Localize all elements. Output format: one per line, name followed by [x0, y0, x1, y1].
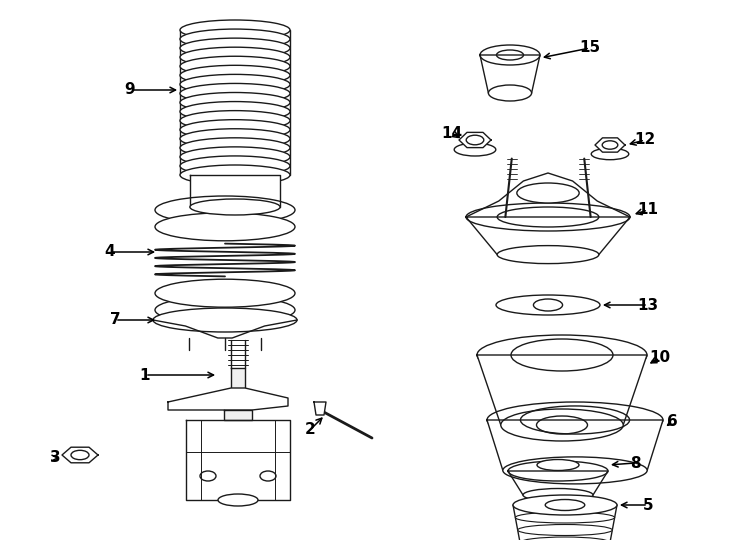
Text: 4: 4: [105, 245, 115, 260]
Polygon shape: [466, 217, 630, 254]
Ellipse shape: [180, 84, 290, 104]
Polygon shape: [595, 138, 625, 152]
Ellipse shape: [180, 102, 290, 122]
Polygon shape: [487, 420, 663, 470]
Ellipse shape: [515, 512, 614, 523]
Text: 5: 5: [643, 497, 653, 512]
Text: 3: 3: [50, 450, 60, 465]
Ellipse shape: [508, 461, 608, 481]
Ellipse shape: [497, 246, 599, 264]
Ellipse shape: [466, 203, 630, 231]
Ellipse shape: [180, 165, 290, 185]
Ellipse shape: [520, 537, 610, 540]
Text: 7: 7: [109, 313, 120, 327]
Ellipse shape: [180, 38, 290, 58]
Ellipse shape: [477, 335, 647, 375]
Text: 12: 12: [634, 132, 655, 147]
Polygon shape: [314, 402, 326, 415]
Ellipse shape: [517, 524, 612, 536]
Ellipse shape: [180, 47, 290, 67]
Text: 2: 2: [305, 422, 316, 437]
Polygon shape: [186, 420, 290, 500]
Text: 14: 14: [441, 125, 462, 140]
Text: 8: 8: [630, 456, 640, 470]
Ellipse shape: [218, 494, 258, 506]
Polygon shape: [231, 368, 245, 390]
Ellipse shape: [155, 213, 295, 241]
Ellipse shape: [496, 295, 600, 315]
Ellipse shape: [488, 85, 531, 101]
Ellipse shape: [180, 20, 290, 40]
Text: 6: 6: [666, 415, 677, 429]
Text: 10: 10: [650, 350, 671, 366]
Ellipse shape: [454, 143, 495, 156]
Ellipse shape: [155, 196, 295, 224]
Text: 11: 11: [638, 202, 658, 218]
Ellipse shape: [180, 138, 290, 158]
Ellipse shape: [153, 308, 297, 332]
Ellipse shape: [487, 402, 663, 438]
Ellipse shape: [180, 156, 290, 176]
Ellipse shape: [180, 75, 290, 94]
Ellipse shape: [180, 147, 290, 167]
Ellipse shape: [180, 65, 290, 85]
Ellipse shape: [190, 199, 280, 215]
Ellipse shape: [517, 183, 579, 203]
Ellipse shape: [180, 129, 290, 148]
Ellipse shape: [523, 489, 593, 502]
Polygon shape: [466, 173, 630, 217]
Ellipse shape: [155, 296, 295, 324]
Polygon shape: [190, 175, 280, 207]
Polygon shape: [224, 410, 252, 420]
Ellipse shape: [480, 45, 540, 65]
Ellipse shape: [592, 148, 629, 160]
Polygon shape: [168, 388, 288, 410]
Polygon shape: [477, 355, 647, 425]
Text: 15: 15: [579, 40, 600, 56]
Ellipse shape: [180, 111, 290, 131]
Text: 9: 9: [125, 83, 135, 98]
Ellipse shape: [155, 279, 295, 307]
Ellipse shape: [180, 120, 290, 140]
Polygon shape: [508, 471, 608, 495]
Ellipse shape: [513, 495, 617, 515]
Polygon shape: [480, 55, 540, 93]
Text: 1: 1: [139, 368, 150, 382]
Polygon shape: [62, 447, 98, 463]
Polygon shape: [459, 132, 491, 147]
Ellipse shape: [180, 29, 290, 49]
Ellipse shape: [503, 457, 647, 484]
Ellipse shape: [537, 460, 579, 470]
Ellipse shape: [180, 56, 290, 76]
Ellipse shape: [180, 92, 290, 112]
Text: 13: 13: [637, 298, 658, 313]
Ellipse shape: [501, 409, 623, 441]
